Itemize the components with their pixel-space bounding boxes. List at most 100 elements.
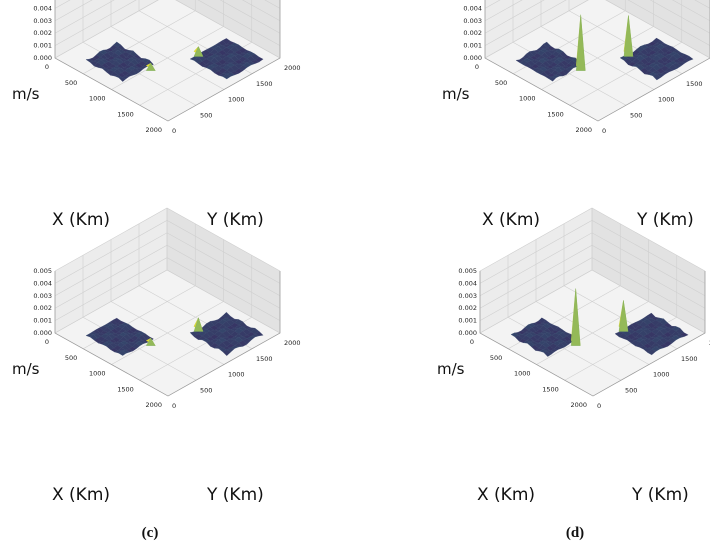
panel-b: 0.0000.0010.0020.0030.0040.0050500100015… — [442, 0, 710, 266]
y-tick-label: 500 — [625, 386, 637, 394]
y-tick-label: 500 — [200, 386, 212, 394]
y-tick-label: 1000 — [653, 371, 670, 379]
y-tick-label: 0 — [602, 127, 606, 135]
z-tick-label: 0.004 — [458, 279, 477, 287]
x-tick-label: 0 — [45, 338, 49, 346]
y-tick-label: 0 — [597, 402, 601, 410]
surface-left-facet — [118, 77, 127, 82]
z-tick-label: 0.005 — [33, 267, 52, 275]
y-axis-label: Y (Km) — [206, 210, 264, 230]
z-axis-label: m/s — [12, 85, 40, 103]
z-tick-label: 0.003 — [33, 17, 52, 25]
z-tick-label: 0.002 — [463, 29, 482, 37]
y-tick-label: 1000 — [228, 96, 245, 104]
surface-right-facet — [222, 349, 232, 356]
y-tick-label: 1500 — [686, 80, 703, 88]
panel-caption: (c) — [142, 525, 159, 541]
peak-left-side — [571, 288, 581, 346]
peak-left-side — [145, 337, 156, 346]
z-tick-label: 0.004 — [463, 4, 482, 12]
floor-gridline — [110, 301, 225, 365]
y-tick-label: 2000 — [284, 339, 301, 347]
surface-right-facet — [647, 348, 657, 356]
peak-left-side — [145, 62, 156, 71]
z-gridline — [54, 0, 281, 34]
floor-gridline — [175, 0, 281, 59]
axis-frame — [54, 0, 281, 122]
x-tick-label: 500 — [495, 79, 507, 87]
y-tick-label: 1500 — [256, 355, 273, 363]
x-axis-label: X (Km) — [477, 485, 535, 505]
floor-gridline — [540, 26, 655, 90]
z-tick-label: 0.003 — [458, 292, 477, 300]
x-axis-label: X (Km) — [52, 485, 110, 505]
y-axis-label: Y (Km) — [206, 485, 264, 505]
y-axis-label: Y (Km) — [631, 485, 689, 505]
x-tick-label: 1500 — [117, 385, 134, 393]
x-tick-label: 1000 — [514, 370, 531, 378]
z-axis-label: m/s — [437, 360, 465, 378]
floor-gridline — [591, 269, 706, 334]
z-tick-label: 0.003 — [463, 17, 482, 25]
z-tick-label: 0.003 — [33, 292, 52, 300]
x-tick-label: 1000 — [519, 95, 536, 103]
x-tick-label: 2000 — [145, 401, 162, 409]
x-axis-label: X (Km) — [482, 210, 540, 230]
x-tick-label: 2000 — [575, 126, 592, 134]
x-tick-label: 2000 — [570, 401, 587, 409]
panel-d: 0.000 0.001 0.002 0.003 0.004 0.005 0 500 1000 15… — [437, 207, 710, 541]
pane-floor — [55, 0, 280, 121]
z-gridline — [484, 0, 710, 34]
x-tick-label: 500 — [65, 79, 77, 87]
peak-left-side — [576, 14, 586, 71]
axis-frame — [54, 271, 281, 397]
x-axis-label: X (Km) — [52, 210, 110, 230]
y-tick-label: 0 — [172, 402, 176, 410]
y-tick-label: 500 — [200, 111, 212, 119]
y-tick-label: 1000 — [228, 371, 245, 379]
x-tick-label: 2000 — [145, 126, 162, 134]
z-tick-label: 0.001 — [33, 317, 52, 325]
surface-left-facet — [543, 350, 552, 357]
y-tick-label: 1000 — [658, 96, 675, 104]
surface-right-facet — [652, 73, 662, 81]
x-tick-label: 1500 — [542, 385, 559, 393]
y-tick-label: 2000 — [284, 64, 301, 72]
z-tick-label: 0.002 — [458, 304, 477, 312]
y-tick-label: 1500 — [256, 80, 273, 88]
surface-left-facet — [548, 76, 557, 82]
x-tick-label: 0 — [475, 63, 479, 71]
z-gridline — [54, 0, 281, 46]
x-tick-label: 500 — [65, 354, 77, 362]
x-tick-label: 500 — [490, 354, 502, 362]
z-axis-label: m/s — [12, 360, 40, 378]
floor-gridline — [605, 0, 710, 59]
pane-floor — [485, 0, 710, 121]
z-tick-label: 0.001 — [33, 42, 52, 50]
y-tick-label: 500 — [630, 111, 642, 119]
peak-right-side — [193, 46, 204, 57]
surface-right-facet — [222, 73, 232, 80]
x-tick-label: 0 — [470, 338, 474, 346]
panel-c: 0.000 0.001 0.002 0.003 0.004 0.005 0 500 1000 15… — [12, 207, 301, 541]
axis-frame — [484, 0, 710, 122]
surface-left-facet — [118, 350, 127, 356]
y-tick-label: 1500 — [681, 355, 698, 363]
z-tick-label: 0.002 — [33, 304, 52, 312]
floor-gridline — [166, 269, 281, 334]
x-tick-label: 1000 — [89, 370, 106, 378]
z-axis-label: m/s — [442, 85, 470, 103]
peak-right-side — [193, 317, 204, 332]
x-tick-label: 1500 — [117, 110, 134, 118]
x-tick-label: 1000 — [89, 95, 106, 103]
z-tick-label: 0.000 — [458, 329, 477, 337]
floor-gridline — [535, 301, 650, 365]
peak-right-side — [623, 15, 634, 57]
floor-gridline — [110, 26, 225, 90]
peak-right-side — [618, 300, 629, 332]
panel-caption: (d) — [566, 525, 584, 541]
z-tick-label: 0.000 — [33, 54, 52, 62]
y-tick-label: 0 — [172, 127, 176, 135]
z-tick-label: 0.000 — [463, 54, 482, 62]
